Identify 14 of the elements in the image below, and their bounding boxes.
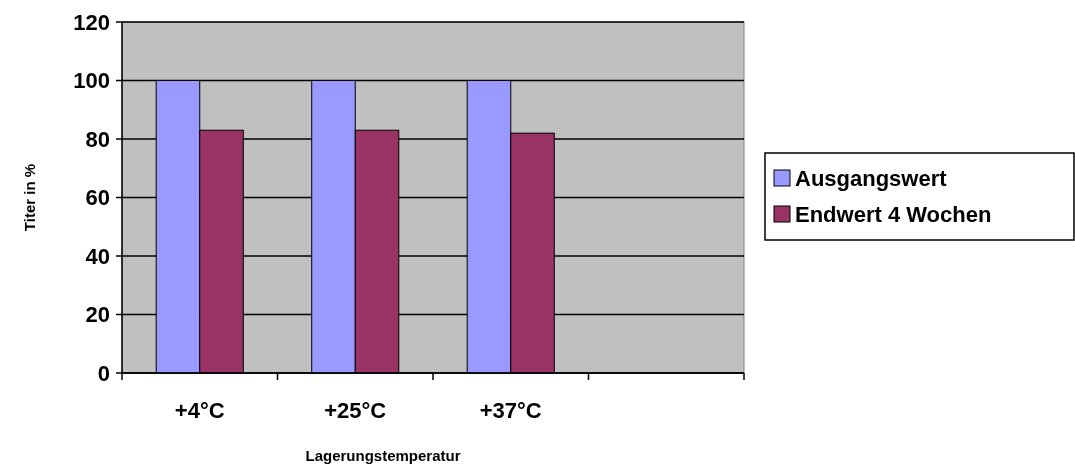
x-tick-label: +37°C: [479, 398, 542, 423]
y-tick-label: 0: [97, 360, 110, 386]
legend-label: Endwert 4 Wochen: [795, 201, 992, 227]
y-tick-label: 120: [73, 9, 110, 35]
legend-label: Ausgangswert: [795, 165, 948, 191]
y-tick-label: 100: [73, 68, 110, 94]
x-axis-title: Lagerungstemperatur: [305, 447, 461, 464]
y-tick-label: 60: [85, 185, 110, 211]
x-tick-label: +25°C: [324, 398, 387, 423]
y-tick-label: 80: [85, 126, 110, 152]
y-tick-label: 20: [85, 302, 110, 328]
y-axis-title: Titer in %: [21, 163, 38, 232]
x-tick-label: +4°C: [174, 398, 225, 423]
y-tick-label: 40: [85, 243, 110, 269]
